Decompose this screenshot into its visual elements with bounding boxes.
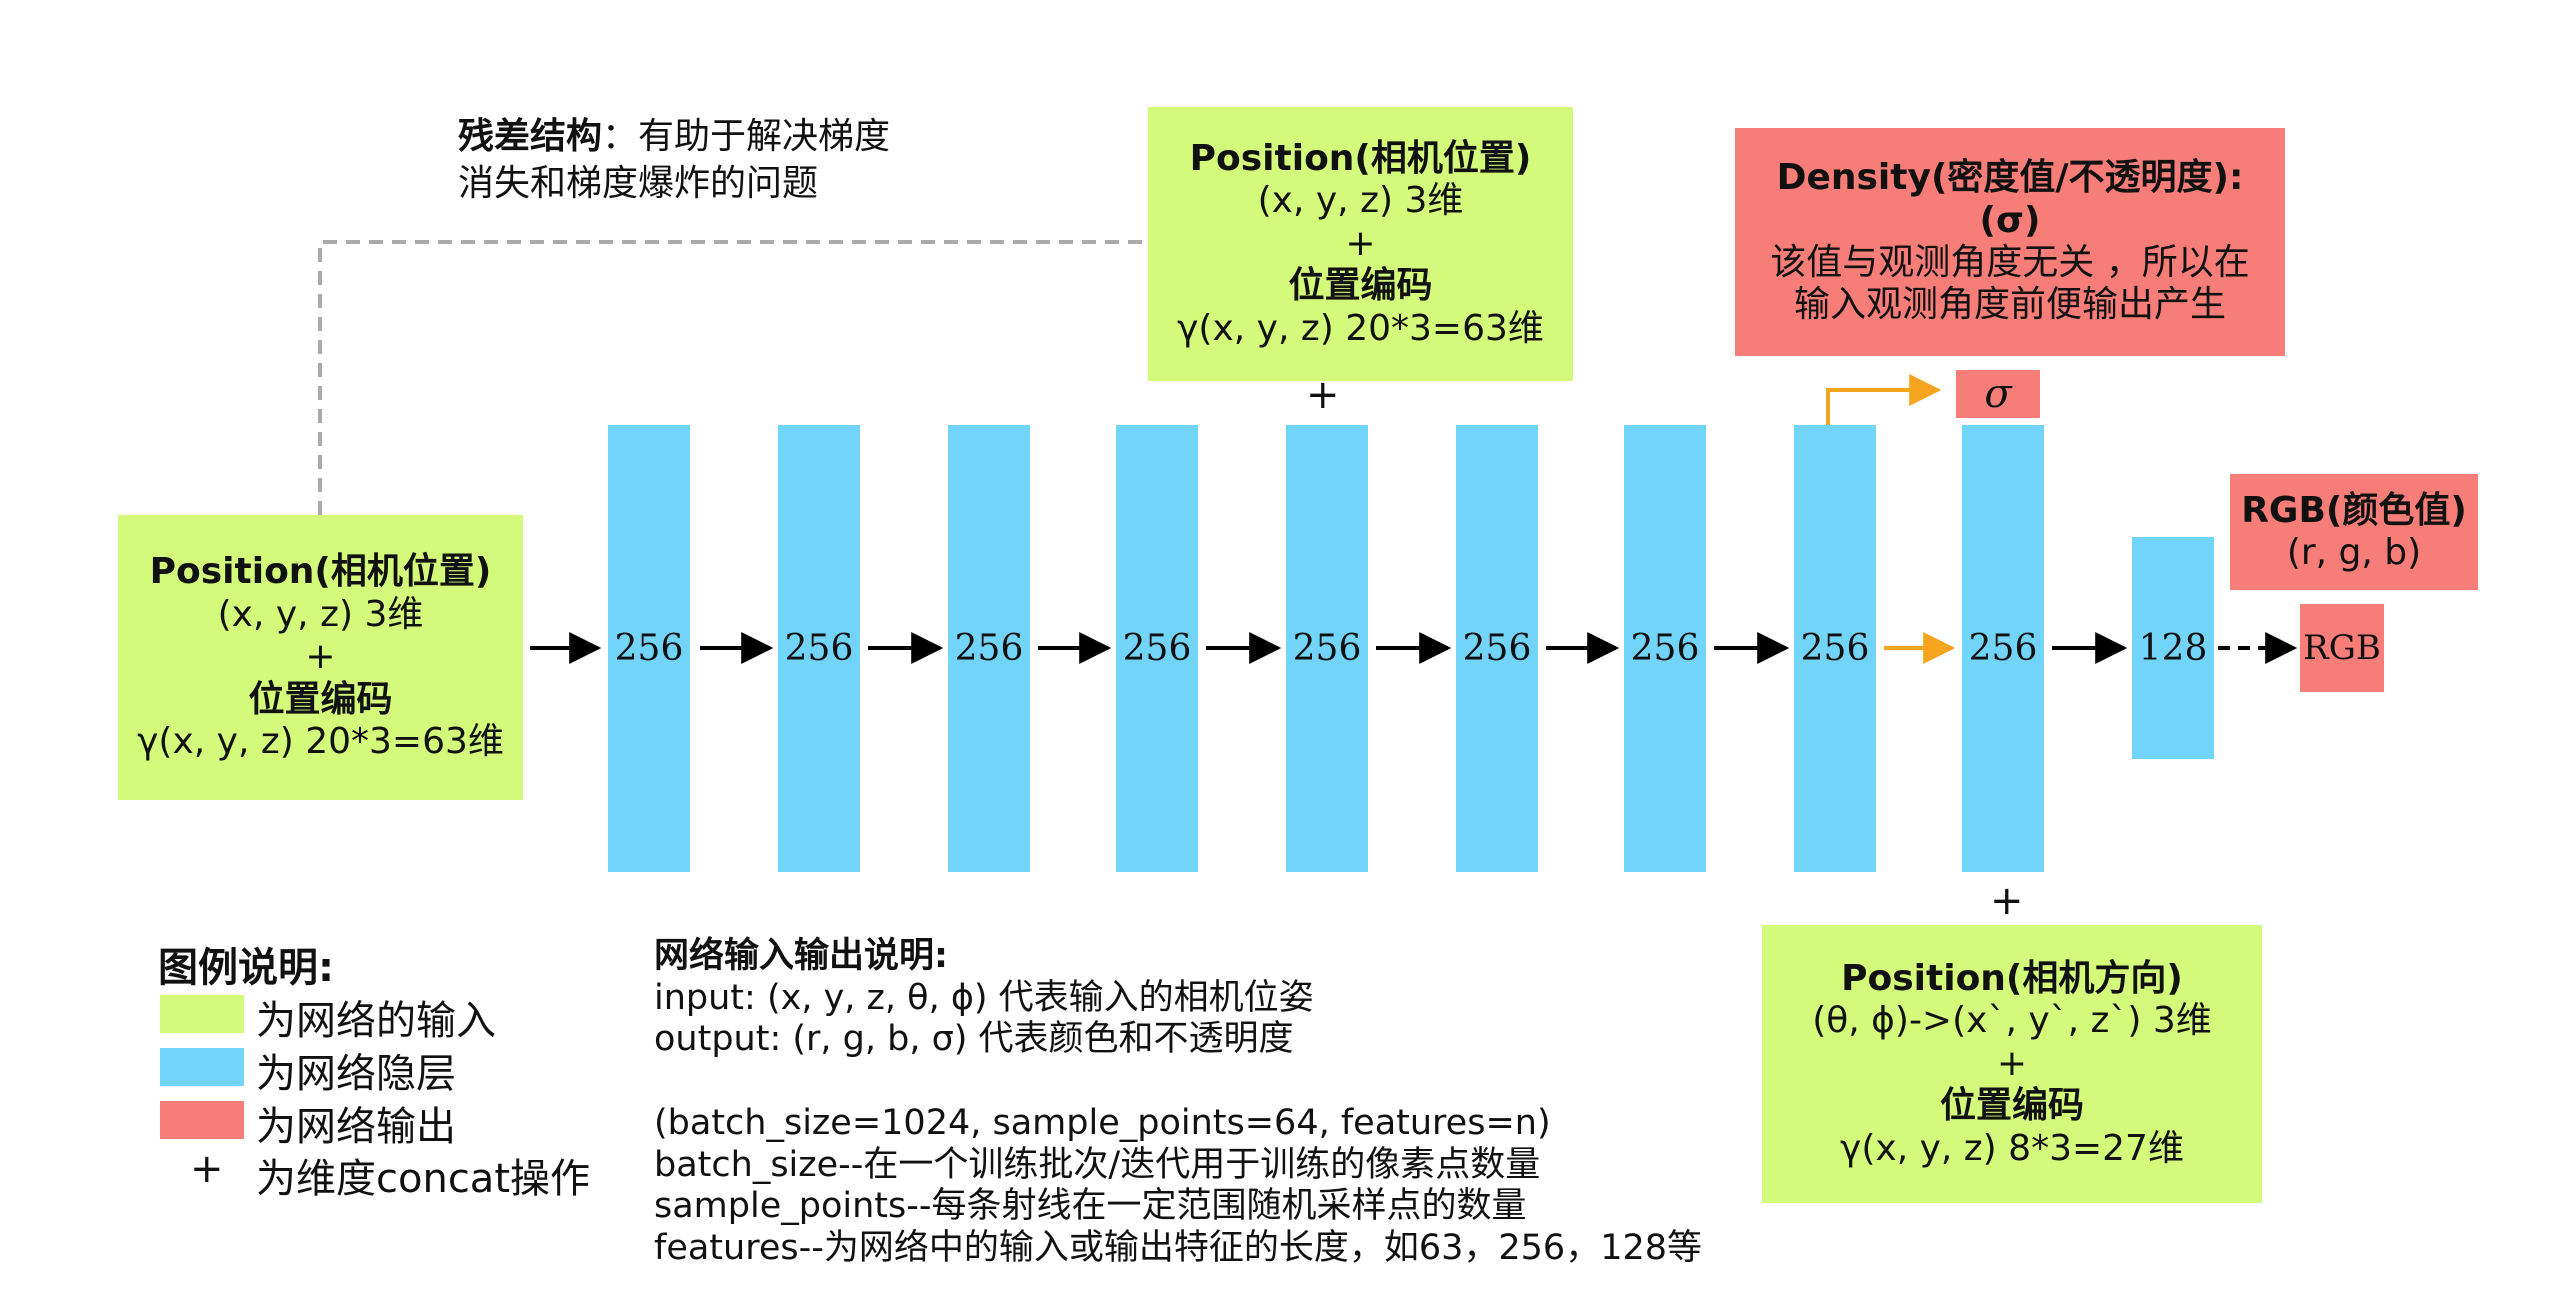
- hidden-layer-5: 256: [1286, 425, 1368, 872]
- legend-label-input: 为网络的输入: [256, 998, 496, 1044]
- legend-label-output: 为网络输出: [256, 1104, 456, 1150]
- rgb-output: RGB: [2300, 604, 2384, 692]
- input-box-residual-plus: +: [1345, 222, 1376, 264]
- io-notes-line-input: input: (x, y, z, θ, ϕ) 代表输入的相机位姿: [654, 977, 1314, 1018]
- input-box-direction: Position(相机方向) (θ, ϕ)->(x`, y`, z`) 3维 +…: [1762, 925, 2262, 1203]
- residual-note-title: 残差结构: [458, 116, 603, 157]
- residual-note-line-1: 残差结构：有助于解决梯度: [458, 114, 890, 161]
- density-desc-1: 该值与观测角度无关 ，所以在: [1770, 242, 2250, 283]
- input-box-position-dim: (x, y, z) 3维: [217, 593, 424, 635]
- legend-swatch-input: [160, 995, 244, 1033]
- hidden-layer-9: 256: [1962, 425, 2044, 872]
- rgb-label-box: RGB(颜色值) (r, g, b): [2230, 474, 2478, 590]
- density-desc-2: 输入观测角度前便输出产生: [1793, 284, 2226, 326]
- input-box-direction-encoding: 位置编码: [1939, 1085, 2084, 1127]
- io-notes-line-blank: [654, 1061, 1702, 1103]
- sigma-output: σ: [1956, 370, 2040, 418]
- input-box-direction-title: Position(相机方向): [1841, 957, 2183, 999]
- input-box-direction-dim: (θ, ϕ)->(x`, y`, z`) 3维: [1812, 1000, 2212, 1042]
- rgb-label-values: (r, g, b): [2286, 532, 2422, 573]
- input-box-residual-position: Position(相机位置) (x, y, z) 3维 + 位置编码 γ(x, …: [1148, 107, 1573, 381]
- io-notes-line-batch: batch_size--在一个训练批次/迭代用于训练的像素点数量: [654, 1144, 1541, 1185]
- input-box-residual-gamma: γ(x, y, z) 20*3=63维: [1177, 307, 1544, 349]
- hidden-layer-1: 256: [608, 425, 690, 872]
- hidden-layer-3: 256: [948, 425, 1030, 872]
- residual-note-line-2: 消失和梯度爆炸的问题: [458, 162, 819, 204]
- io-notes-title: 网络输入输出说明:: [654, 936, 948, 976]
- legend-swatch-hidden: [160, 1048, 244, 1086]
- input-box-position-title: Position(相机位置): [149, 551, 492, 593]
- input-box-residual-encoding: 位置编码: [1288, 265, 1433, 307]
- hidden-layer-8: 256: [1794, 425, 1876, 872]
- hidden-layer-6: 256: [1456, 425, 1538, 872]
- density-title: Density(密度值/不透明度):: [1776, 157, 2244, 199]
- io-notes-line-samples: sample_points--每条射线在一定范围随机采样点的数量: [654, 1186, 1527, 1227]
- arrow-sigma-branch: [1826, 374, 1942, 425]
- input-box-direction-plus: +: [1996, 1042, 2028, 1084]
- density-output-box: Density(密度值/不透明度): (σ) 该值与观测角度无关 ，所以在 输入…: [1735, 128, 2285, 356]
- input-box-position-gamma: γ(x, y, z) 20*3=63维: [137, 721, 504, 763]
- residual-note: 残差结构：有助于解决梯度 消失和梯度爆炸的问题: [458, 114, 890, 208]
- density-sigma: (σ): [1979, 199, 2041, 241]
- legend-plus-symbol: +: [190, 1146, 224, 1192]
- legend-title: 图例说明:: [158, 945, 334, 991]
- concat-plus-top: +: [1306, 372, 1340, 418]
- legend-label-hidden: 为网络隐层: [256, 1051, 456, 1097]
- legend-label-concat: 为维度concat操作: [256, 1156, 591, 1202]
- hidden-layer-10: 128: [2132, 537, 2214, 759]
- io-notes: 网络输入输出说明: input: (x, y, z, θ, ϕ) 代表输入的相机…: [654, 936, 1702, 1269]
- legend-swatch-output: [160, 1101, 244, 1139]
- input-box-position-encoding: 位置编码: [248, 678, 393, 720]
- input-box-direction-gamma: γ(x, y, z) 8*3=27维: [1840, 1127, 2184, 1169]
- io-notes-line-params: (batch_size=1024, sample_points=64, feat…: [654, 1102, 1551, 1143]
- input-box-position: Position(相机位置) (x, y, z) 3维 + 位置编码 γ(x, …: [118, 515, 523, 800]
- input-box-residual-dim: (x, y, z) 3维: [1257, 180, 1464, 222]
- io-notes-line-output: output: (r, g, b, σ) 代表颜色和不透明度: [654, 1019, 1294, 1060]
- input-box-position-plus: +: [305, 636, 336, 678]
- hidden-layer-7: 256: [1624, 425, 1706, 872]
- rgb-label-title: RGB(颜色值): [2241, 489, 2467, 531]
- hidden-layer-4: 256: [1116, 425, 1198, 872]
- hidden-layer-2: 256: [778, 425, 860, 872]
- input-box-residual-title: Position(相机位置): [1189, 137, 1532, 179]
- io-notes-line-features: features--为网络中的输入或输出特征的长度，如63，256，128等: [654, 1227, 1703, 1268]
- concat-plus-bottom: +: [1990, 878, 2024, 924]
- residual-note-rest: ：有助于解决梯度: [602, 116, 891, 157]
